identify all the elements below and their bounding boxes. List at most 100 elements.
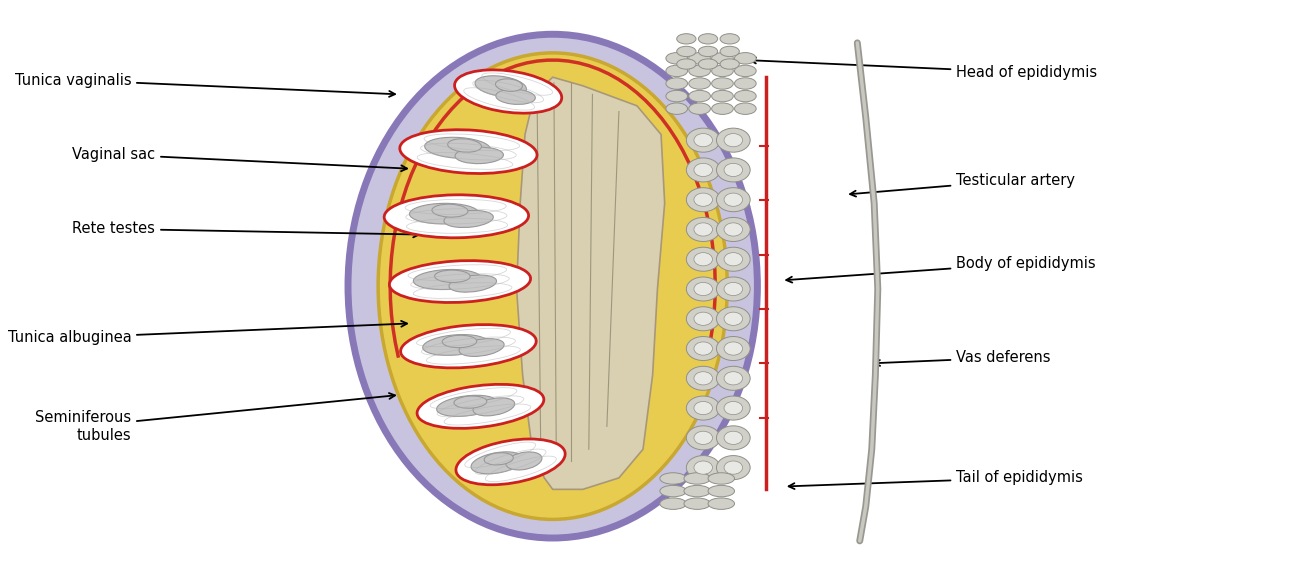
Text: Tail of epididymis: Tail of epididymis: [789, 470, 1083, 489]
Ellipse shape: [442, 335, 476, 347]
Ellipse shape: [676, 59, 696, 69]
Ellipse shape: [348, 34, 757, 538]
Ellipse shape: [735, 90, 756, 102]
Ellipse shape: [695, 164, 713, 176]
Ellipse shape: [717, 366, 751, 390]
Ellipse shape: [698, 59, 718, 69]
Ellipse shape: [725, 461, 743, 474]
Ellipse shape: [684, 498, 710, 509]
Ellipse shape: [400, 325, 536, 368]
Text: Tunica vaginalis: Tunica vaginalis: [14, 73, 395, 97]
Ellipse shape: [687, 336, 721, 361]
Ellipse shape: [506, 452, 542, 470]
Ellipse shape: [659, 486, 687, 497]
Ellipse shape: [717, 336, 751, 361]
Ellipse shape: [725, 312, 743, 325]
Ellipse shape: [687, 426, 721, 450]
Ellipse shape: [455, 70, 561, 113]
Ellipse shape: [496, 89, 535, 105]
Ellipse shape: [717, 217, 751, 242]
Ellipse shape: [687, 188, 721, 212]
Text: Tunica albuginea: Tunica albuginea: [8, 321, 407, 345]
Ellipse shape: [735, 103, 756, 114]
Ellipse shape: [473, 398, 515, 416]
Ellipse shape: [712, 103, 734, 114]
Ellipse shape: [695, 134, 713, 147]
Ellipse shape: [687, 307, 721, 331]
Ellipse shape: [721, 34, 739, 44]
Ellipse shape: [684, 486, 710, 497]
Ellipse shape: [443, 210, 493, 228]
Ellipse shape: [666, 65, 688, 77]
Text: Rete testes: Rete testes: [72, 221, 419, 238]
Ellipse shape: [735, 53, 756, 64]
Ellipse shape: [725, 164, 743, 176]
Ellipse shape: [689, 65, 710, 77]
Ellipse shape: [712, 90, 734, 102]
Ellipse shape: [687, 455, 721, 480]
Ellipse shape: [378, 53, 727, 520]
Ellipse shape: [695, 402, 713, 414]
Ellipse shape: [434, 270, 470, 283]
Ellipse shape: [725, 253, 743, 266]
Ellipse shape: [717, 247, 751, 271]
Ellipse shape: [695, 253, 713, 266]
Ellipse shape: [689, 53, 710, 64]
Ellipse shape: [471, 452, 523, 474]
Ellipse shape: [689, 90, 710, 102]
Ellipse shape: [708, 486, 735, 497]
Ellipse shape: [717, 307, 751, 331]
Ellipse shape: [708, 473, 735, 484]
Ellipse shape: [708, 498, 735, 509]
Ellipse shape: [695, 283, 713, 295]
Ellipse shape: [484, 453, 513, 465]
Ellipse shape: [409, 203, 479, 224]
Ellipse shape: [496, 79, 522, 91]
Ellipse shape: [725, 193, 743, 206]
Ellipse shape: [687, 366, 721, 390]
Ellipse shape: [687, 128, 721, 152]
Ellipse shape: [717, 396, 751, 420]
Ellipse shape: [400, 129, 538, 173]
Ellipse shape: [459, 339, 504, 357]
Ellipse shape: [695, 461, 713, 474]
Ellipse shape: [695, 193, 713, 206]
Ellipse shape: [695, 372, 713, 385]
Ellipse shape: [698, 34, 718, 44]
Ellipse shape: [456, 439, 565, 485]
Ellipse shape: [725, 134, 743, 147]
Ellipse shape: [666, 78, 688, 89]
Ellipse shape: [695, 342, 713, 355]
Ellipse shape: [717, 128, 751, 152]
Ellipse shape: [689, 78, 710, 89]
Ellipse shape: [717, 455, 751, 480]
Ellipse shape: [437, 395, 497, 416]
Ellipse shape: [712, 65, 734, 77]
Ellipse shape: [735, 78, 756, 89]
Ellipse shape: [725, 431, 743, 444]
Ellipse shape: [475, 76, 526, 97]
Ellipse shape: [422, 335, 488, 355]
Text: Testicular artery: Testicular artery: [850, 173, 1075, 197]
Ellipse shape: [659, 498, 687, 509]
Ellipse shape: [687, 277, 721, 301]
Polygon shape: [517, 77, 664, 490]
Ellipse shape: [687, 158, 721, 182]
Text: Head of epididymis: Head of epididymis: [751, 58, 1097, 80]
Ellipse shape: [666, 53, 688, 64]
Ellipse shape: [725, 223, 743, 236]
Ellipse shape: [666, 103, 688, 114]
Ellipse shape: [717, 158, 751, 182]
Ellipse shape: [717, 426, 751, 450]
Ellipse shape: [695, 223, 713, 236]
Ellipse shape: [425, 138, 490, 158]
Ellipse shape: [717, 277, 751, 301]
Ellipse shape: [676, 46, 696, 57]
Text: Vaginal sac: Vaginal sac: [72, 147, 407, 171]
Ellipse shape: [449, 275, 497, 292]
Ellipse shape: [721, 46, 739, 57]
Ellipse shape: [413, 269, 481, 290]
Ellipse shape: [725, 372, 743, 385]
Ellipse shape: [447, 139, 481, 152]
Ellipse shape: [390, 261, 531, 302]
